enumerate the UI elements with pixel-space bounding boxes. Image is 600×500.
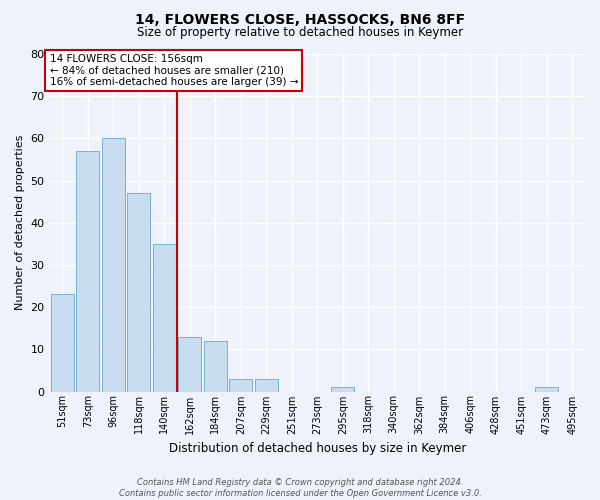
- Bar: [127, 193, 150, 392]
- Text: Contains HM Land Registry data © Crown copyright and database right 2024.
Contai: Contains HM Land Registry data © Crown c…: [119, 478, 481, 498]
- Bar: [204, 341, 227, 392]
- Bar: [51, 294, 74, 392]
- Bar: [255, 379, 278, 392]
- Text: 14 FLOWERS CLOSE: 156sqm
← 84% of detached houses are smaller (210)
16% of semi-: 14 FLOWERS CLOSE: 156sqm ← 84% of detach…: [50, 54, 298, 87]
- Y-axis label: Number of detached properties: Number of detached properties: [15, 135, 25, 310]
- Bar: [229, 379, 252, 392]
- Text: Size of property relative to detached houses in Keymer: Size of property relative to detached ho…: [137, 26, 463, 39]
- Text: 14, FLOWERS CLOSE, HASSOCKS, BN6 8FF: 14, FLOWERS CLOSE, HASSOCKS, BN6 8FF: [135, 12, 465, 26]
- Bar: [76, 151, 99, 392]
- Bar: [153, 244, 176, 392]
- Bar: [331, 388, 354, 392]
- Bar: [178, 336, 201, 392]
- Bar: [535, 388, 558, 392]
- X-axis label: Distribution of detached houses by size in Keymer: Distribution of detached houses by size …: [169, 442, 466, 455]
- Bar: [102, 138, 125, 392]
